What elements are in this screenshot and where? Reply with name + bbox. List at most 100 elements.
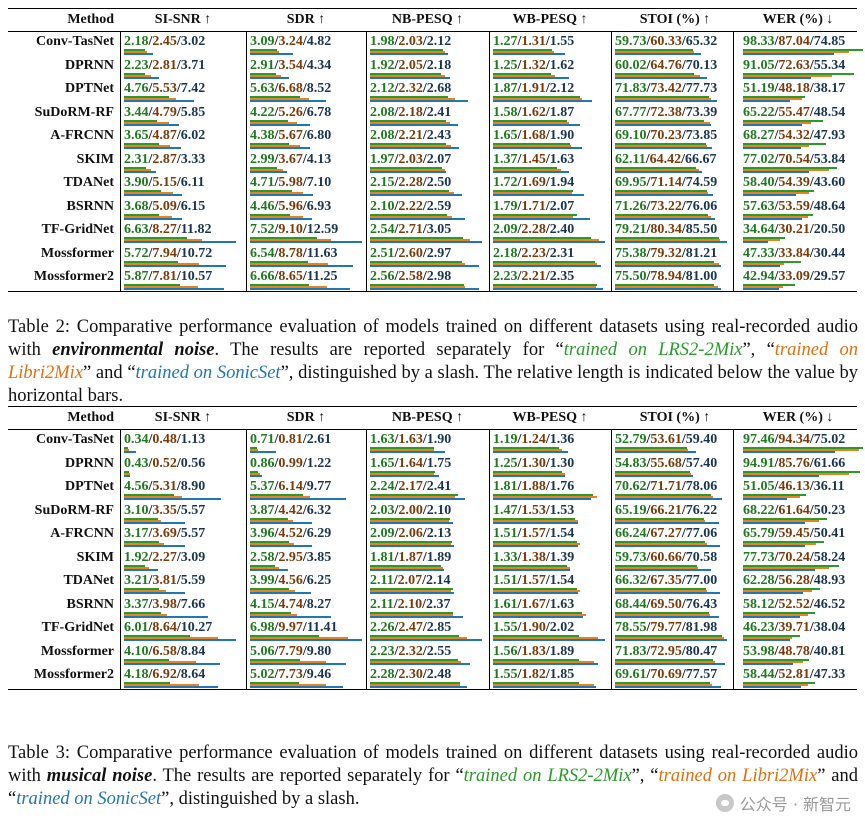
slash: / <box>394 479 399 494</box>
value-bars <box>124 72 236 79</box>
value-bars <box>493 494 605 500</box>
bar-2 <box>743 239 780 241</box>
bar-1 <box>250 494 303 496</box>
bar-2 <box>370 98 456 100</box>
value-bars <box>615 96 727 102</box>
value-bars <box>250 447 362 453</box>
value-1: 34.64 <box>743 222 775 237</box>
value-3: 2.98 <box>426 269 452 284</box>
slash: / <box>274 526 279 541</box>
bar-2 <box>743 566 830 569</box>
bar-2 <box>615 215 711 218</box>
bar-3 <box>250 639 362 641</box>
bar-2 <box>370 74 446 77</box>
stoi-cell: 66.32/67.35/77.00 <box>611 571 739 595</box>
bar-1 <box>250 541 289 543</box>
bar-2 <box>370 262 466 265</box>
slash: / <box>545 175 550 190</box>
cell-values: 5.37/6.14/9.77 <box>250 478 331 495</box>
bar-2 <box>743 613 808 616</box>
bar-2 <box>370 192 454 194</box>
value-bars <box>743 541 855 547</box>
value-3: 10.57 <box>180 269 213 284</box>
stoi-cell: 69.95/71.14/74.59 <box>611 173 739 197</box>
value-1: 2.18 <box>124 34 149 49</box>
slash: / <box>274 432 279 447</box>
cell-values: 60.02/64.76/70.13 <box>615 57 717 74</box>
value-3: 2.41 <box>426 104 452 120</box>
value-1: 62.28 <box>743 573 775 588</box>
value-3: 8.27 <box>306 596 332 612</box>
value-1: 5.06 <box>250 643 275 659</box>
slash: / <box>394 151 399 167</box>
slash: / <box>393 573 398 588</box>
bar-2 <box>493 660 595 663</box>
slash: / <box>394 128 399 143</box>
value-1: 3.17 <box>124 526 149 541</box>
bar-2 <box>370 121 451 124</box>
si-snr-cell: 5.87/7.81/10.57 <box>120 267 246 291</box>
wb-pesq-cell: 1.55/1.82/1.85 <box>489 665 611 689</box>
bar-2 <box>370 613 453 616</box>
value-bars <box>370 96 482 102</box>
bar-3 <box>493 170 570 173</box>
value-3: 1.63 <box>549 596 575 612</box>
value-3: 1.94 <box>549 175 575 190</box>
bar-1 <box>370 143 447 145</box>
value-bars <box>615 166 727 173</box>
value-1: 2.15 <box>370 175 395 190</box>
slash: / <box>394 198 399 214</box>
cell-values: 1.51/1.57/1.54 <box>493 525 574 542</box>
value-bars <box>370 119 482 126</box>
value-2: 5.98 <box>278 175 303 190</box>
slash: / <box>809 643 814 659</box>
value-1: 7.52 <box>250 222 275 237</box>
bar-1 <box>615 541 706 543</box>
cell-values: 5.63/6.68/8.52 <box>250 80 331 97</box>
table-body: Conv-TasNet 0.34/0.48/1.13 0.71/0.81/2.61 1… <box>8 430 863 690</box>
bar-2 <box>250 98 310 100</box>
wer-cell: 68.27/54.32/47.93 <box>739 126 857 150</box>
value-2: 2.45 <box>152 34 177 49</box>
method-name: BSRNN <box>66 596 114 612</box>
nb-pesq-cell: 1.63/1.63/1.90 <box>366 430 489 454</box>
slash: / <box>176 81 181 96</box>
bar-3 <box>493 474 566 477</box>
value-3: 70.58 <box>685 549 718 565</box>
bar-2 <box>615 449 689 451</box>
value-2: 5.96 <box>278 198 303 214</box>
bar-3 <box>370 170 446 173</box>
caption-text: Comparative performance evaluation of mo… <box>8 743 858 786</box>
value-1: 57.63 <box>743 198 775 214</box>
value-bars <box>615 611 727 618</box>
slash: / <box>681 596 686 612</box>
slash: / <box>274 198 279 214</box>
bar-3 <box>615 615 720 618</box>
bar-1 <box>743 96 806 98</box>
slash: / <box>809 549 814 565</box>
value-1: 4.38 <box>250 128 275 143</box>
slash: / <box>681 667 686 682</box>
slash: / <box>774 643 779 659</box>
cell-values: 3.37/3.98/7.66 <box>124 596 205 613</box>
value-3: 2.55 <box>426 643 452 659</box>
bar-3 <box>124 123 180 126</box>
slash: / <box>302 549 307 565</box>
bar-1 <box>493 470 563 473</box>
bar-1 <box>124 658 169 661</box>
wer-cell: 42.94/33.09/29.57 <box>739 267 857 291</box>
table-row: SuDoRM-RF 3.10/3.35/5.57 3.87/4.42/6.32 2.0… <box>8 501 857 525</box>
wb-pesq-cell: 1.47/1.53/1.53 <box>489 501 611 525</box>
value-1: 4.76 <box>124 81 149 96</box>
value-2: 78.94 <box>650 269 682 284</box>
value-1: 4.22 <box>250 104 275 120</box>
slash: / <box>646 104 651 120</box>
table-3-caption: Table 3: Comparative performance evaluat… <box>8 742 858 811</box>
bar-2 <box>743 449 860 451</box>
slash: / <box>302 479 307 494</box>
value-1: 5.37 <box>250 479 275 494</box>
value-bars <box>370 635 482 641</box>
value-2: 72.38 <box>650 104 682 120</box>
bar-2 <box>124 519 161 522</box>
slash: / <box>274 175 279 190</box>
